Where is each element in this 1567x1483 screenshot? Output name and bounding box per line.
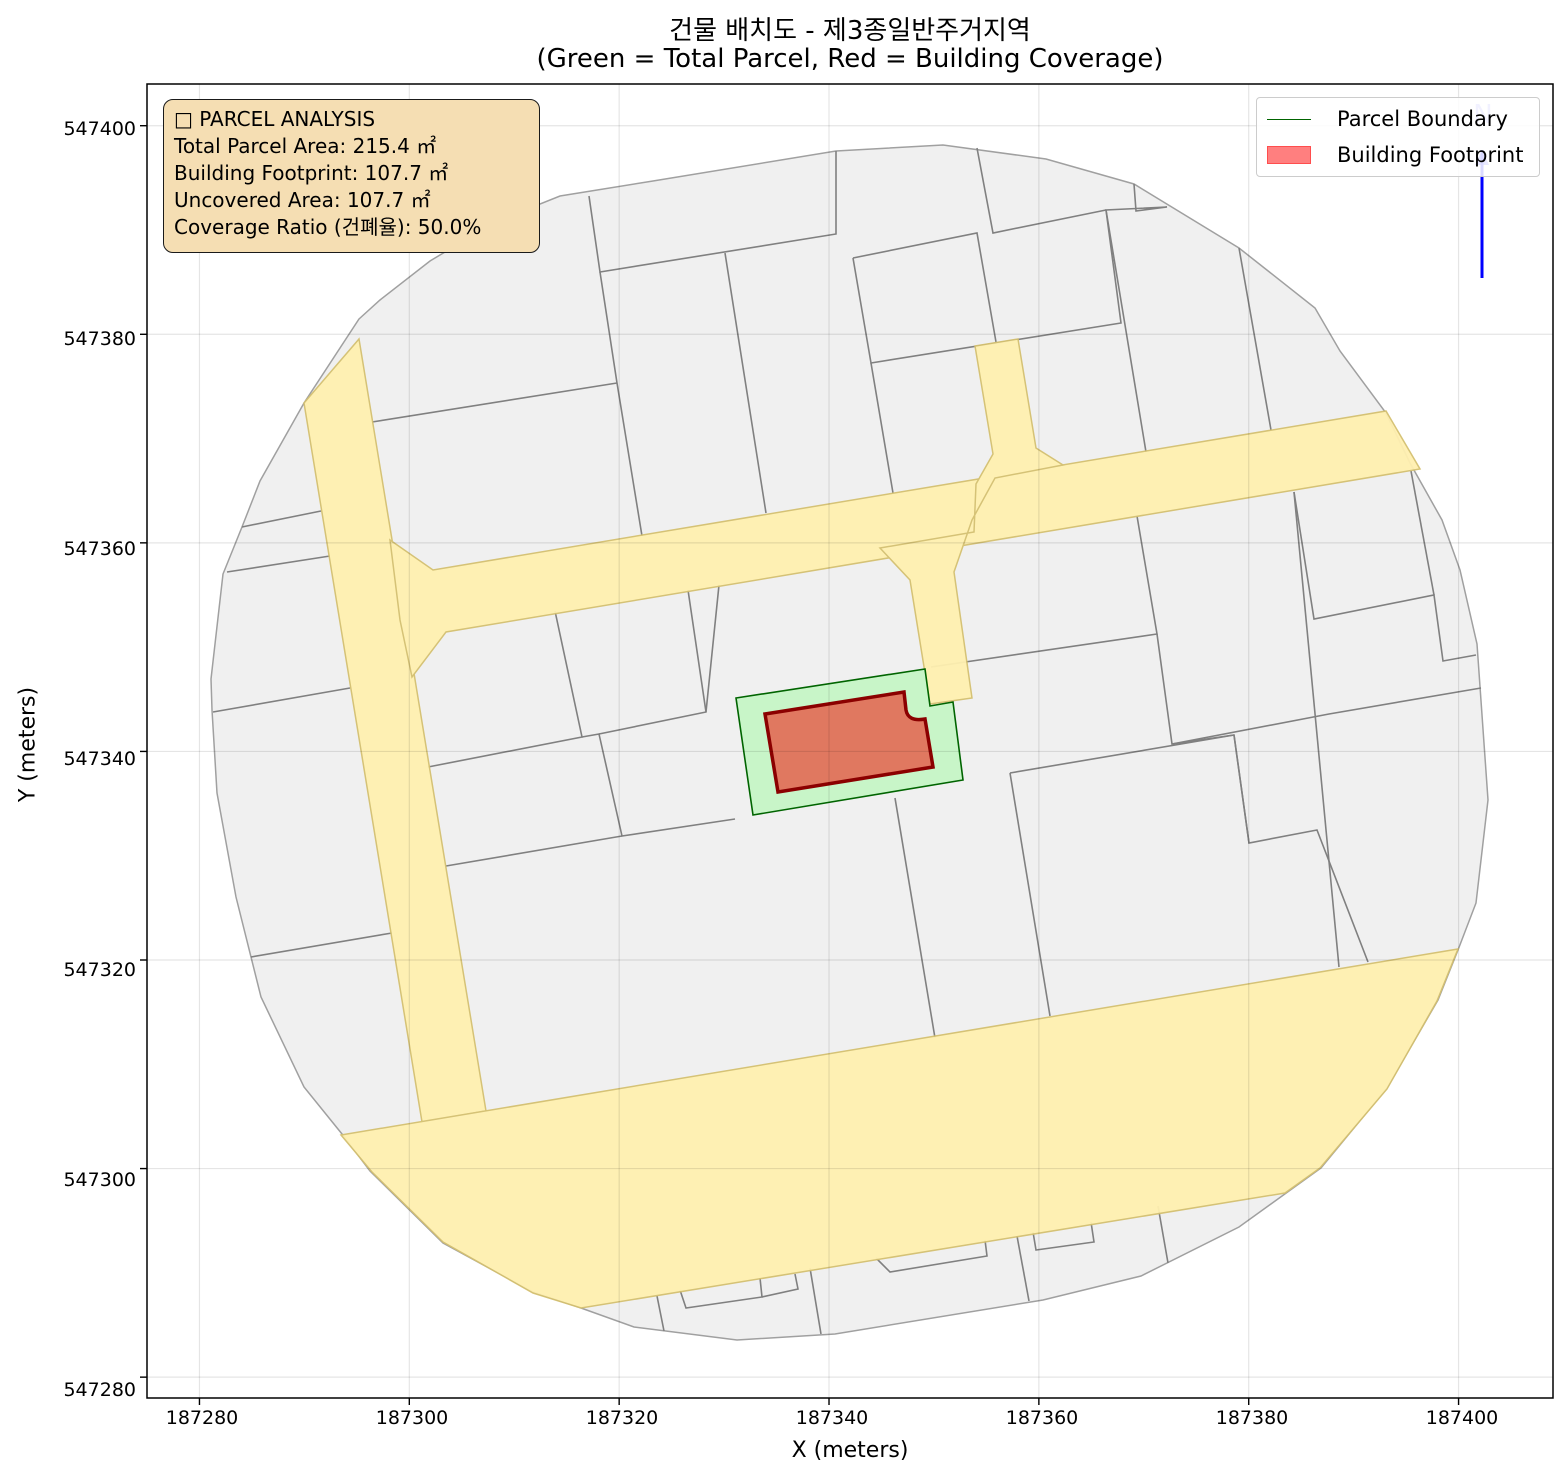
y-tick-label: 547360 <box>63 538 136 560</box>
info-uncovered: Uncovered Area: 107.7 ㎡ <box>174 188 431 212</box>
y-tick-label: 547300 <box>63 1169 136 1191</box>
chart-title: 건물 배치도 - 제3종일반주거지역 <box>669 16 1031 46</box>
legend-item-building: Building Footprint <box>1257 140 1523 170</box>
legend-line-swatch <box>1267 118 1311 120</box>
axes-frame <box>146 83 1554 1399</box>
info-total-parcel: Total Parcel Area: 215.4 ㎡ <box>174 134 437 158</box>
x-tick-label: 187340 <box>795 1407 869 1429</box>
legend-item-parcel: Parcel Boundary <box>1257 104 1508 134</box>
y-tick-label: 547280 <box>63 1379 136 1401</box>
x-axis-label: X (meters) <box>791 1438 909 1463</box>
tick-marks <box>140 125 1460 1405</box>
y-tick-label: 547340 <box>63 748 136 770</box>
legend: Parcel Boundary Building Footprint <box>1256 97 1540 177</box>
roads <box>303 337 1460 1309</box>
x-tick-label: 187280 <box>165 1407 239 1429</box>
x-tick-label: 187300 <box>375 1407 449 1429</box>
x-tick-label: 187400 <box>1425 1407 1499 1429</box>
y-tick-label: 547380 <box>63 328 136 350</box>
legend-label: Parcel Boundary <box>1337 107 1508 131</box>
chart-subtitle: (Green = Total Parcel, Red = Building Co… <box>536 44 1164 74</box>
y-tick-label: 547400 <box>63 118 136 140</box>
neighbor-parcel-lines <box>212 147 1482 1335</box>
info-coverage: Coverage Ratio (건폐율): 50.0% <box>174 215 482 239</box>
building-footprint <box>762 689 936 795</box>
y-axis-label: Y (meters) <box>15 686 41 803</box>
legend-fill-swatch <box>1267 146 1311 164</box>
road-connector <box>878 338 1066 705</box>
info-building-footprint: Building Footprint: 107.7 ㎡ <box>174 161 449 185</box>
grid-lines <box>147 84 1553 1398</box>
parcel-analysis-box: □ PARCEL ANALYSIS Total Parcel Area: 215… <box>163 99 540 253</box>
road-south <box>339 948 1460 1309</box>
x-tick-label: 187360 <box>1005 1407 1079 1429</box>
y-tick-label: 547320 <box>63 959 136 981</box>
x-tick-label: 187380 <box>1215 1407 1289 1429</box>
info-heading: □ PARCEL ANALYSIS <box>174 107 376 131</box>
legend-label: Building Footprint <box>1337 143 1524 167</box>
x-tick-label: 187320 <box>585 1407 659 1429</box>
